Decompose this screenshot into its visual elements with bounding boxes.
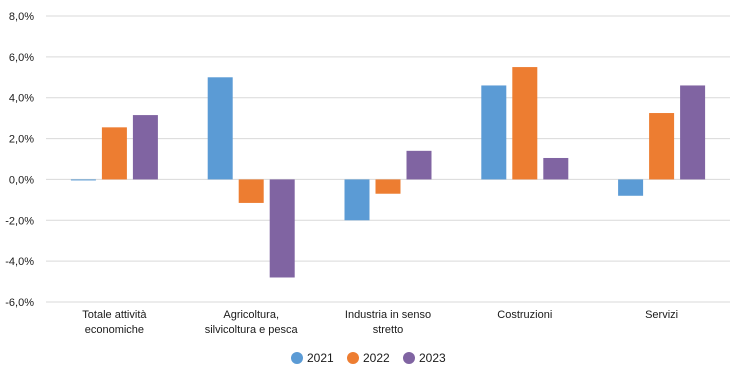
category-label: Agricoltura, — [223, 309, 279, 321]
category-label: economiche — [85, 324, 144, 336]
y-tick-label: 2,0% — [9, 134, 34, 146]
bar-2023 — [543, 157, 569, 180]
category-label: silvicoltura e pesca — [205, 324, 299, 336]
y-tick-label: 0,0% — [9, 174, 34, 186]
bar-2023 — [269, 179, 295, 278]
bar-2022 — [238, 179, 264, 203]
bar-2022 — [375, 179, 401, 194]
y-tick-label: -2,0% — [5, 215, 34, 227]
legend-label: 2022 — [363, 351, 390, 365]
y-tick-label: 4,0% — [9, 93, 34, 105]
y-tick-label: -6,0% — [5, 297, 34, 309]
x-axis-categories: Totale attività economiche Agricoltura, sil… — [82, 309, 678, 336]
category-label: Servizi — [645, 309, 678, 321]
bar-2021 — [481, 85, 507, 180]
legend-marker — [403, 352, 415, 364]
legend-marker — [291, 352, 303, 364]
legend-marker — [347, 352, 359, 364]
legend-label: 2023 — [419, 351, 446, 365]
y-tick-label: -4,0% — [5, 256, 34, 268]
bar-2021 — [344, 179, 370, 221]
y-tick-label: 6,0% — [9, 52, 34, 64]
bar-2023 — [132, 115, 158, 180]
bar-2022 — [512, 67, 538, 180]
bar-2022 — [649, 113, 675, 180]
category-label: Totale attività — [82, 309, 147, 321]
bar-2021 — [618, 179, 644, 196]
category-label: stretto — [373, 324, 404, 336]
y-axis-ticks: 8,0% 6,0% 4,0% 2,0% 0,0% -2,0% -4,0% -6,0% — [5, 11, 34, 309]
bar-2023 — [680, 85, 706, 180]
bar-2021 — [207, 77, 233, 180]
category-label: Industria in senso — [345, 309, 431, 321]
y-tick-label: 8,0% — [9, 11, 34, 23]
bar-2022 — [101, 127, 127, 180]
bar-2021 — [70, 179, 96, 181]
legend: 2021 2022 2023 — [291, 351, 446, 365]
bar-2023 — [406, 150, 432, 180]
category-label: Costruzioni — [497, 309, 552, 321]
legend-label: 2021 — [307, 351, 334, 365]
bars — [70, 67, 706, 278]
